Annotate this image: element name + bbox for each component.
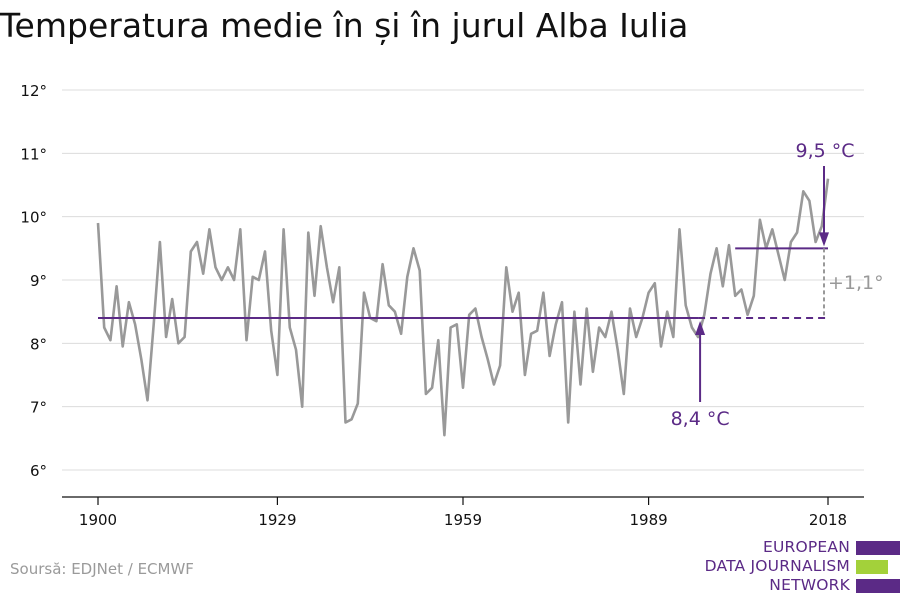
- annotations: +1,1° 9,5 °C 8,4 °C: [671, 140, 884, 430]
- logo-bar-bottom: [856, 579, 900, 593]
- baseline-mean-label: 8,4 °C: [671, 408, 730, 430]
- difference-label: +1,1°: [828, 272, 884, 294]
- recent-mean-arrow-head: [819, 232, 829, 247]
- edjnet-logo: EUROPEAN DATA JOURNALISM NETWORK: [704, 538, 900, 600]
- source-note: Soursă: EDJNet / ECMWF: [10, 560, 194, 578]
- reference-lines: [98, 247, 828, 319]
- y-tick-label: 8°: [30, 335, 47, 353]
- logo-line-european: EUROPEAN: [762, 538, 850, 556]
- x-tick-label: 2018: [809, 511, 847, 529]
- y-tick-label: 12°: [20, 82, 47, 100]
- temperature-series-line: [96, 178, 830, 437]
- series-layer: [96, 178, 830, 437]
- baseline-mean-arrow-head: [695, 321, 706, 335]
- y-tick-label: 10°: [20, 209, 47, 227]
- x-tick-label: 1959: [444, 511, 482, 529]
- logo-bar-middle: [856, 560, 888, 574]
- y-axis-ticks: 6° 7° 8° 9° 10° 11° 12°: [20, 82, 47, 480]
- x-tick-label: 1900: [79, 511, 117, 529]
- recent-mean-label: 9,5 °C: [795, 140, 854, 162]
- y-tick-label: 9°: [30, 272, 47, 290]
- y-tick-label: 11°: [20, 145, 47, 163]
- x-axis-ticks: 1900 1929 1959 1989 2018: [79, 497, 847, 529]
- chart-title: Temperatura medie în și în jurul Alba Iu…: [0, 6, 689, 45]
- y-tick-label: 7°: [30, 399, 47, 417]
- gridlines: [62, 89, 864, 471]
- logo-line-data-journalism: DATA JOURNALISM: [704, 557, 850, 575]
- logo-bar-top: [856, 541, 900, 555]
- logo-line-network: NETWORK: [769, 576, 850, 594]
- x-tick-label: 1989: [629, 511, 667, 529]
- y-tick-label: 6°: [30, 462, 47, 480]
- x-tick-label: 1929: [258, 511, 296, 529]
